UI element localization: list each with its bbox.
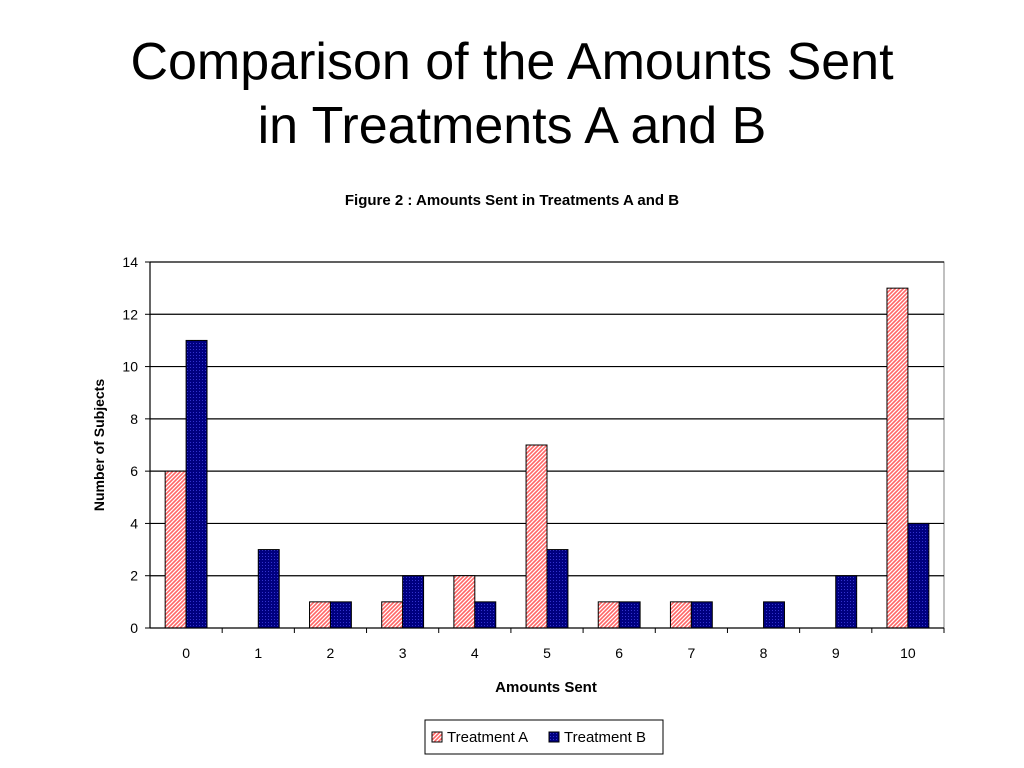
x-axis-label: Amounts Sent [495,679,597,696]
bar-treatment-b [690,601,713,629]
bars [164,287,930,629]
bar-treatment-a [597,601,620,629]
legend-label-treatment-a: Treatment A [447,729,528,746]
slide-title-line-2: in Treatments A and B [257,97,767,155]
legend-label-treatment-b: Treatment B [564,729,646,746]
y-tick-label: 4 [130,515,138,531]
x-tick-label: 8 [760,645,768,661]
bar-treatment-a [381,601,404,629]
y-tick-label: 14 [122,254,138,270]
slide-title-line-1: Comparison of the Amounts Sent [130,33,894,91]
x-tick-label: 4 [471,645,479,661]
x-tick-label: 6 [615,645,623,661]
y-axis-label: Number of Subjects [91,379,107,511]
y-tick-label: 6 [130,463,138,479]
bar-treatment-b [329,601,352,629]
legend-box [424,719,664,755]
x-tick-label: 10 [900,645,916,661]
y-tick-label: 10 [122,359,138,375]
bar-treatment-b [618,601,641,629]
x-tick-label: 7 [687,645,695,661]
bar-treatment-a [164,470,187,629]
bar-treatment-a [886,287,909,629]
bar-treatment-b [546,549,569,629]
x-tick-label: 5 [543,645,551,661]
bar-treatment-b [907,522,930,629]
bar-treatment-b [474,601,497,629]
bar-treatment-a [525,444,548,629]
bar-treatment-b [257,549,280,629]
bar-treatment-b [402,575,425,629]
bar-treatment-a [309,601,331,629]
y-tick-label: 2 [130,568,138,584]
chart-title: Figure 2 : Amounts Sent in Treatments A … [345,192,679,209]
x-tick-label: 1 [254,645,262,661]
bar-treatment-b [835,575,858,629]
x-tick-label: 0 [182,645,190,661]
x-tick-label: 3 [399,645,407,661]
bar-treatment-b [763,601,785,629]
x-tick-label: 9 [832,645,840,661]
legend-swatch-treatment-b [548,731,560,743]
legend: Treatment A Treatment B [424,719,664,755]
bar-treatment-a [669,601,692,629]
slide-title: Comparison of the Amounts Sent in Treatm… [0,30,1024,158]
y-tick-label: 0 [130,620,138,636]
bar-treatment-b [185,339,208,629]
legend-swatch-treatment-a [431,731,443,743]
y-tick-label: 8 [130,411,138,427]
x-tick-label: 2 [327,645,335,661]
y-tick-label: 12 [122,306,138,322]
bar-treatment-a [453,575,476,629]
